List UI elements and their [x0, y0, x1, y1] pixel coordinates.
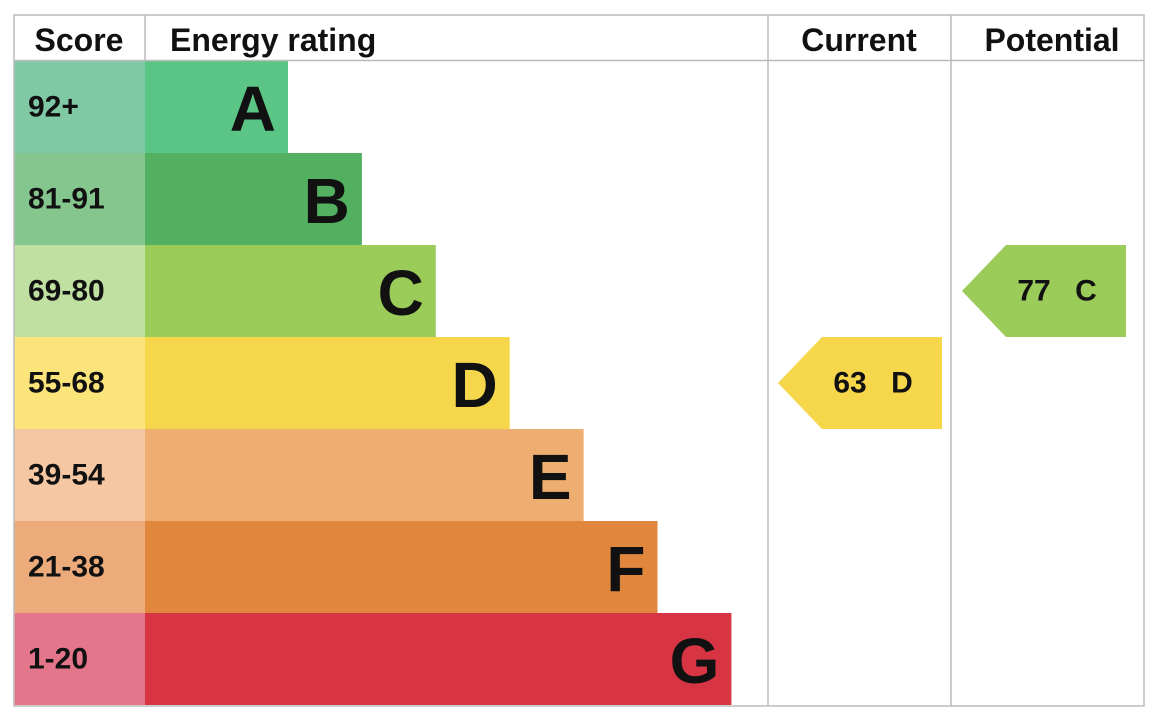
- potential-rating: C: [1075, 275, 1097, 308]
- rating-letter: B: [304, 165, 350, 237]
- rating-letter: G: [670, 625, 720, 697]
- rating-letter: E: [529, 441, 572, 513]
- score-range: 1-20: [28, 643, 88, 676]
- bands: 92+ A 81-91 B 69-80 C 55-68 D 39-54 E 21-38 F 1-20 G: [14, 61, 732, 705]
- potential-arrow: [962, 245, 1126, 337]
- rating-letter: F: [606, 533, 645, 605]
- header-score: Score: [35, 22, 124, 58]
- score-range: 81-91: [28, 183, 105, 216]
- frame: [13, 14, 1145, 707]
- header-potential: Potential: [984, 22, 1119, 58]
- rating-letter: A: [230, 73, 276, 145]
- score-cell: [14, 429, 145, 521]
- score-cell: [14, 61, 145, 153]
- score-range: 55-68: [28, 367, 105, 400]
- header-rating: Energy rating: [170, 22, 376, 58]
- header-current: Current: [801, 22, 917, 58]
- rating-letter: D: [451, 349, 497, 421]
- score-cell: [14, 245, 145, 337]
- current-score: 63: [833, 367, 866, 400]
- current-arrow: [778, 337, 942, 429]
- rating-bar: [145, 61, 288, 153]
- score-cell: [14, 521, 145, 613]
- score-range: 39-54: [28, 459, 105, 492]
- rating-bar: [145, 245, 436, 337]
- score-cell: [14, 153, 145, 245]
- score-range: 92+: [28, 91, 79, 124]
- score-cell: [14, 613, 145, 705]
- rating-bar: [145, 521, 658, 613]
- rating-letter: C: [378, 257, 424, 329]
- score-range: 21-38: [28, 551, 105, 584]
- current-rating: D: [891, 367, 913, 400]
- score-cell: [14, 337, 145, 429]
- rating-bar: [145, 613, 732, 705]
- rating-bar: [145, 429, 584, 521]
- rating-bar: [145, 337, 510, 429]
- score-range: 69-80: [28, 275, 105, 308]
- potential-score: 77: [1017, 275, 1050, 308]
- rating-bar: [145, 153, 362, 245]
